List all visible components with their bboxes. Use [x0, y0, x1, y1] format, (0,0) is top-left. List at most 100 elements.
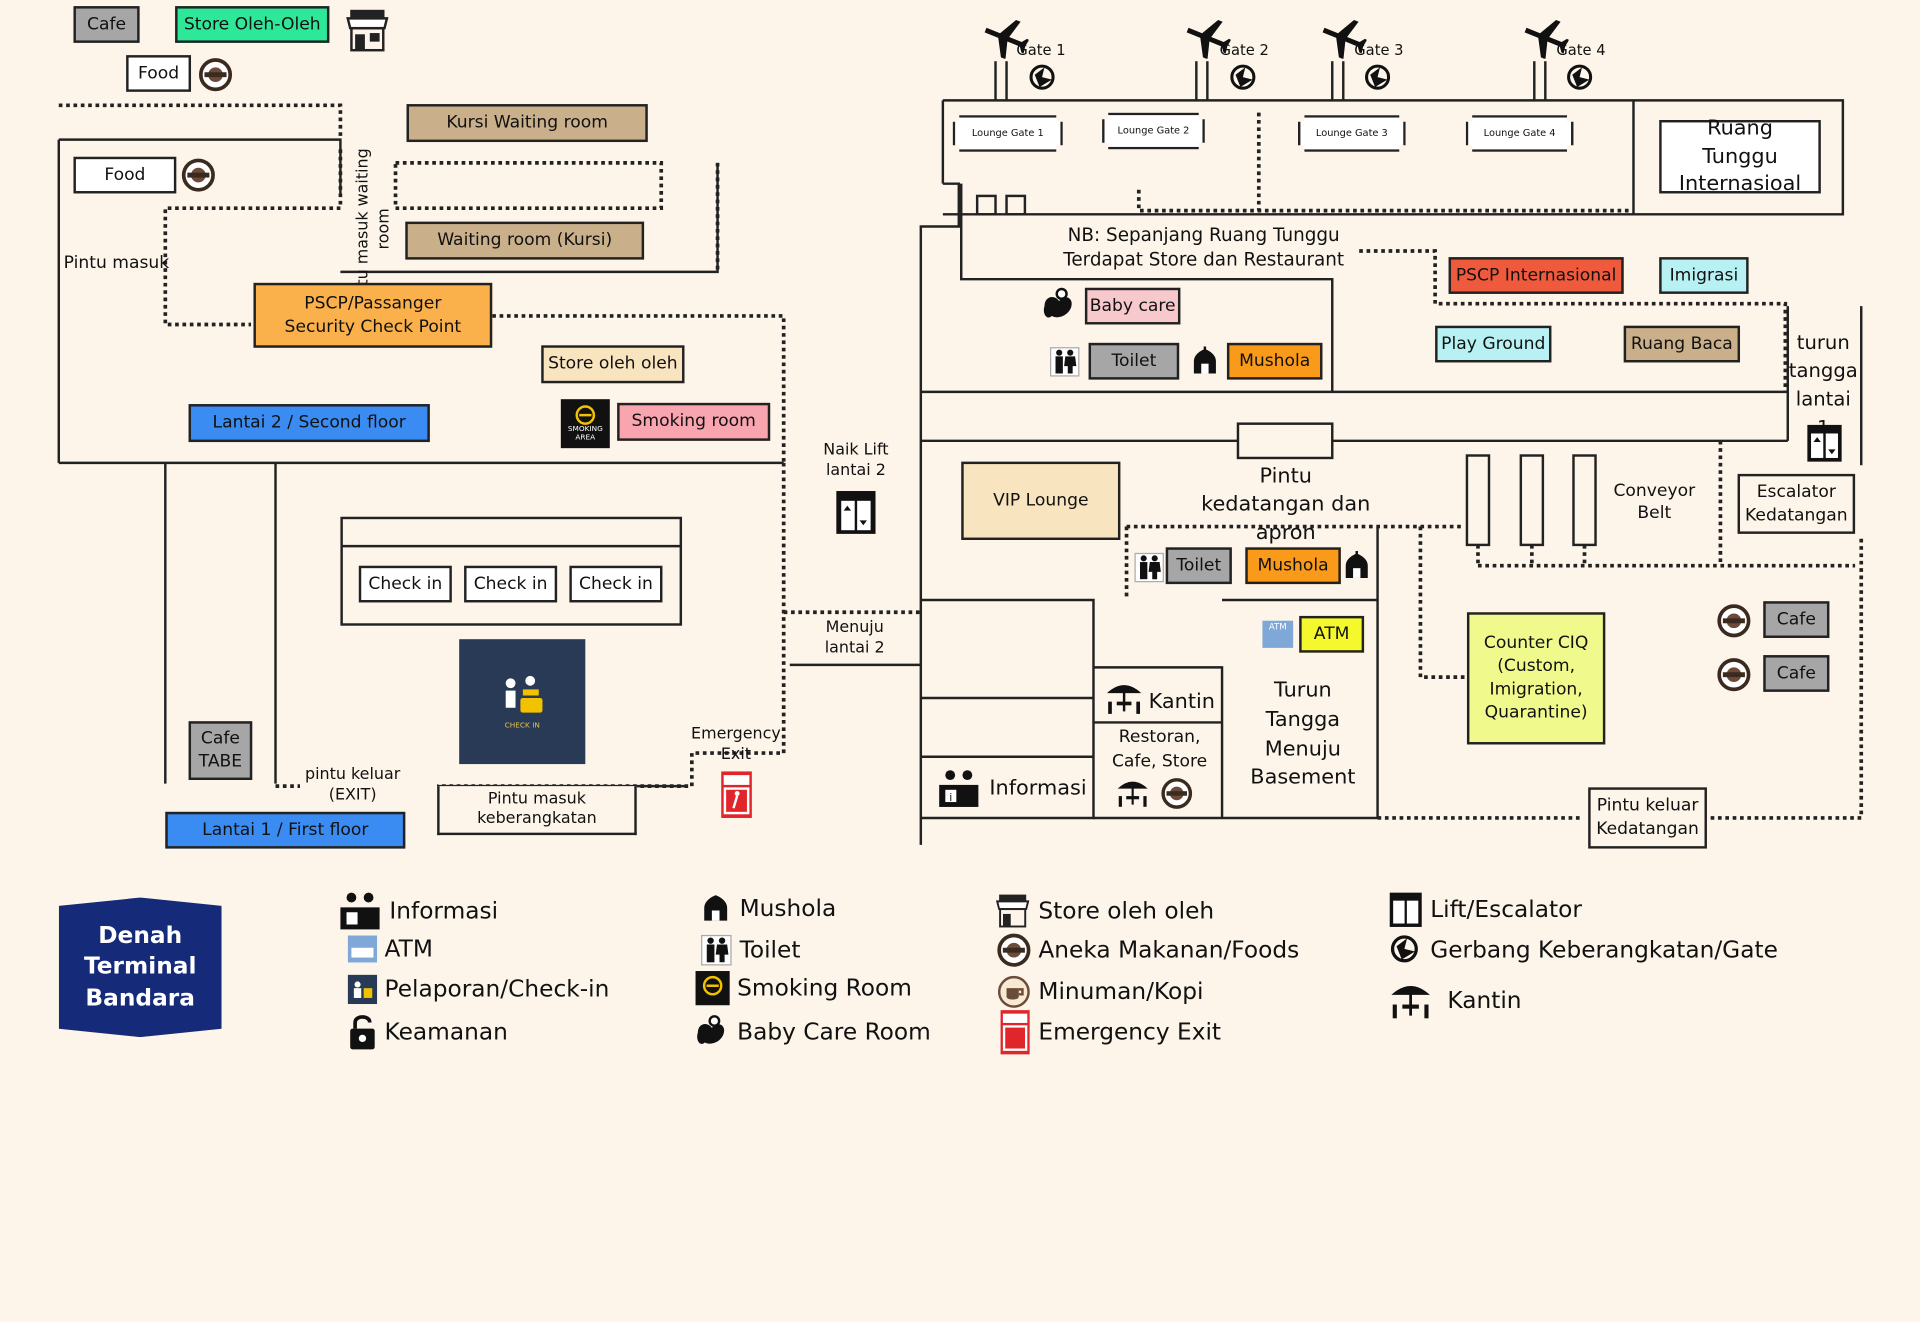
- emergency-exit-icon: [1000, 1010, 1030, 1055]
- restoran-cafe-store-label: Restoran, Cafe, Store: [1111, 727, 1208, 771]
- lounge-gate-label: Lounge Gate 1: [971, 126, 1044, 138]
- coffee-icon: [997, 975, 1030, 1008]
- play-ground-box: Play Ground: [1435, 325, 1552, 363]
- food-icon: [198, 58, 233, 92]
- airplane-icon: [1186, 19, 1231, 59]
- store-oleh-oleh-label: Store Oleh-Oleh: [183, 14, 321, 34]
- toilet-label: Toilet: [1176, 555, 1222, 575]
- check-in-label: Check in: [368, 573, 443, 594]
- pscp-internasional-box: PSCP Internasional: [1448, 257, 1624, 294]
- lift-icon: [1389, 892, 1422, 927]
- store-oleh-label: Store oleh oleh: [548, 353, 678, 374]
- legend-label: Keamanan: [384, 1018, 508, 1046]
- legend-label: Informasi: [389, 896, 499, 924]
- gate-1-label: Gate 1: [1016, 41, 1066, 59]
- informasi-icon: [340, 892, 380, 930]
- lounge-gate-3: Lounge Gate 3: [1297, 115, 1406, 152]
- legend-item-lift: Lift/Escalator: [1389, 891, 1582, 928]
- informasi-label: Informasi: [989, 776, 1087, 801]
- legend-item-mushola: Mushola: [700, 893, 836, 925]
- legend-label: Minuman/Kopi: [1038, 978, 1204, 1006]
- legend-item-informasi: Informasi: [338, 890, 498, 930]
- legend-item-atm: ATM: [347, 935, 433, 963]
- food-label: Food: [104, 164, 146, 185]
- legend-item-kantin: Kantin: [1389, 980, 1522, 1022]
- smoking-icon-text: SMOKING AREA: [567, 425, 603, 443]
- play-ground-label: Play Ground: [1441, 333, 1546, 354]
- counter-ciq-label: Counter CIQ (Custom, Imigration, Quarant…: [1483, 633, 1589, 723]
- legend-label: Store oleh oleh: [1038, 897, 1215, 925]
- kursi-waiting-room-box: Kursi Waiting room: [406, 104, 648, 143]
- vip-lounge-box: VIP Lounge: [961, 461, 1121, 541]
- imigrasi-box: Imigrasi: [1659, 257, 1749, 294]
- smoking-icon: [695, 971, 730, 1006]
- check-in-counter-1: Check in: [358, 565, 452, 603]
- legend-item-emergency-exit: Emergency Exit: [999, 1009, 1221, 1056]
- menuju-lantai-2-label: Menuju lantai 2: [824, 618, 885, 658]
- cafe-box-top: Cafe: [73, 6, 140, 43]
- escalator-kedatangan-box: Escalator Kedatangan: [1737, 473, 1856, 534]
- lounge-gate-4: Lounge Gate 4: [1465, 115, 1574, 152]
- atm-box: ATM: [1299, 615, 1365, 653]
- pintu-keluar-kedatangan-label: Pintu keluar Kedatangan: [1596, 796, 1699, 839]
- nb-note: NB: Sepanjang Ruang Tunggu Terdapat Stor…: [1063, 224, 1345, 271]
- lounge-gate-2: Lounge Gate 2: [1102, 112, 1205, 150]
- checkin-icon: [347, 974, 378, 1005]
- pscp-label: PSCP/Passanger Security Check Point: [284, 293, 462, 337]
- cafe-box-arrival-2: Cafe: [1763, 655, 1830, 692]
- cafe-tabe-box: Cafe TABE: [188, 721, 253, 781]
- check-in-label: Check in: [473, 573, 548, 594]
- gate-icon: [1567, 64, 1593, 90]
- food-icon: [1717, 658, 1751, 692]
- gate-icon: [1230, 64, 1256, 90]
- checkin-icon: CHECK IN: [459, 639, 586, 765]
- legend-item-gate: Gerbang Keberangkatan/Gate: [1389, 933, 1778, 967]
- gate-icon: [1365, 64, 1391, 90]
- escalator-kedatangan-label: Escalator Kedatangan: [1745, 481, 1848, 525]
- map-title: Denah Terminal Bandara: [83, 921, 197, 1012]
- airplane-icon: [1524, 19, 1569, 59]
- store-oleh-oleh-second-floor-box: Store oleh oleh: [541, 345, 685, 384]
- cafe-tabe-label: Cafe TABE: [198, 728, 243, 772]
- smoking-icon: SMOKING AREA: [560, 399, 610, 449]
- pintu-kedatangan-label: Pintu kedatangan dan apron: [1201, 464, 1371, 545]
- pintu-keluar-kedatangan-box: Pintu keluar Kedatangan: [1588, 787, 1707, 849]
- legend-label: Mushola: [739, 895, 837, 923]
- smoking-room-label: Smoking room: [631, 411, 756, 432]
- food-icon: [1717, 604, 1751, 638]
- cafe-box-arrival-1: Cafe: [1763, 601, 1830, 638]
- cafe-label: Cafe: [1776, 609, 1816, 629]
- smoking-symbol: [575, 405, 596, 426]
- legend-label: ATM: [384, 935, 433, 963]
- emergency-exit-label: Emergency Exit: [691, 724, 781, 764]
- informasi-icon: i: [939, 770, 979, 807]
- baby-care-label: Baby care: [1089, 295, 1176, 316]
- atm-label: ATM: [1313, 623, 1350, 644]
- naik-lift-label: Naik Lift lantai 2: [823, 440, 889, 480]
- smoking-room-box: Smoking room: [617, 402, 771, 441]
- mushola-box-arrival: Mushola: [1245, 547, 1341, 585]
- legend-item-checkin: Pelaporan/Check-in: [347, 974, 610, 1005]
- lounge-gate-label: Lounge Gate 2: [1117, 124, 1190, 136]
- gate-3-label: Gate 3: [1354, 41, 1404, 59]
- legend-label: Gerbang Keberangkatan/Gate: [1430, 936, 1778, 964]
- airplane-icon: [1322, 19, 1367, 59]
- mushola-icon: [1193, 346, 1216, 374]
- kantin-icon: [1391, 985, 1430, 1019]
- legend-item-food: Aneka Makanan/Foods: [997, 933, 1299, 967]
- legend-item-smoking: Smoking Room: [695, 971, 912, 1006]
- pintu-masuk-keberangkatan-box: Pintu masuk keberangkatan: [437, 786, 637, 836]
- kantin-label: Kantin: [1148, 689, 1215, 714]
- mushola-label: Mushola: [1239, 350, 1311, 371]
- check-in-counter-3: Check in: [569, 565, 663, 603]
- food-box-top: Food: [126, 55, 192, 92]
- gate-icon: [1029, 64, 1055, 90]
- kursi-waiting-room-label: Kursi Waiting room: [446, 112, 608, 133]
- legend-label: Pelaporan/Check-in: [384, 975, 610, 1003]
- conveyor-belt-label: Conveyor Belt: [1613, 481, 1696, 524]
- legend-label: Aneka Makanan/Foods: [1038, 936, 1300, 964]
- legend-item-toilet: Toilet: [700, 934, 800, 966]
- toilet-box-arrival: Toilet: [1165, 547, 1232, 585]
- legend-label: Baby Care Room: [737, 1018, 931, 1046]
- gate-2-label: Gate 2: [1219, 41, 1269, 59]
